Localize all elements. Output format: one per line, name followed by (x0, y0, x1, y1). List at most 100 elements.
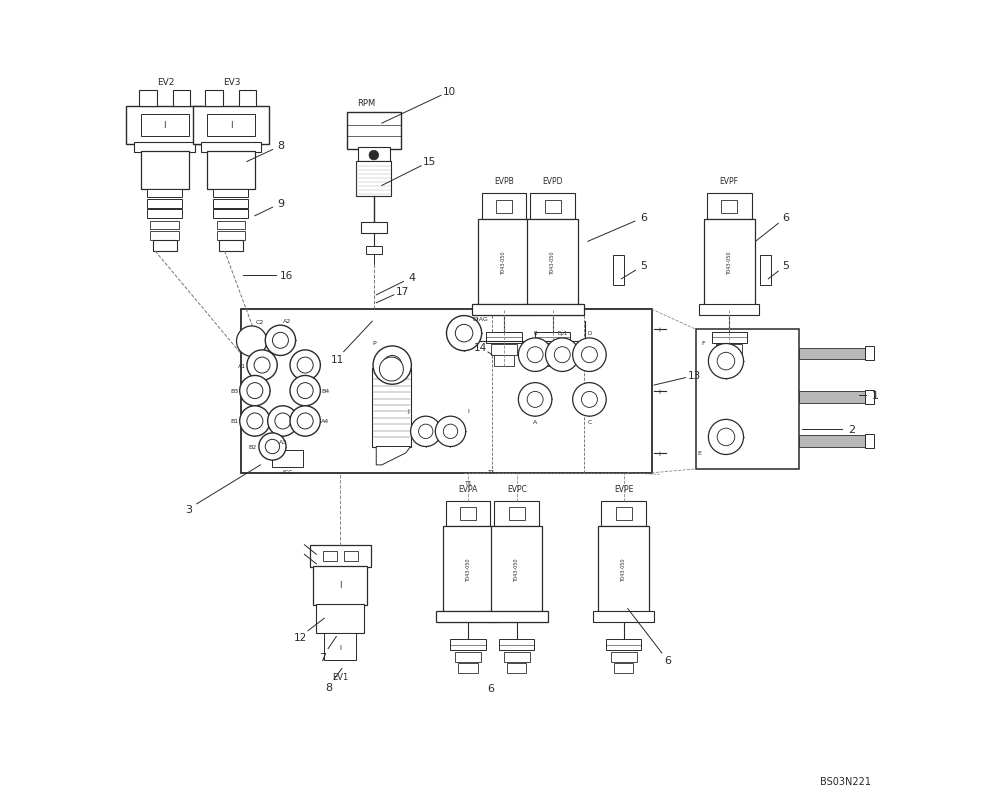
Circle shape (240, 376, 270, 406)
Circle shape (554, 347, 570, 363)
Text: C: C (587, 420, 592, 425)
Bar (150, 222, 179, 230)
Bar (460, 507, 476, 520)
Bar (799, 392, 865, 403)
Circle shape (581, 392, 597, 408)
Bar (126, 107, 203, 145)
Bar (486, 611, 547, 622)
Bar (219, 240, 243, 251)
Bar (173, 91, 190, 107)
Text: B3: B3 (231, 389, 239, 393)
Circle shape (247, 383, 263, 399)
Bar (450, 639, 486, 650)
Bar (601, 501, 646, 527)
Text: T043-050: T043-050 (501, 251, 506, 275)
Polygon shape (376, 447, 411, 465)
Text: T043-050: T043-050 (550, 251, 555, 275)
Text: 16: 16 (279, 271, 293, 280)
Bar (213, 210, 248, 219)
Text: 17: 17 (396, 287, 409, 296)
Bar (361, 223, 387, 234)
Text: 12: 12 (294, 632, 307, 642)
Bar (147, 210, 182, 219)
Text: A2: A2 (283, 319, 291, 324)
Circle shape (573, 383, 606, 417)
Bar (491, 344, 517, 355)
Bar (207, 114, 255, 137)
Circle shape (447, 316, 482, 351)
Bar (491, 527, 542, 613)
Bar (478, 220, 530, 306)
Text: I: I (163, 121, 166, 130)
Bar (721, 201, 737, 214)
Bar (272, 450, 303, 467)
Bar (201, 143, 261, 153)
Bar (193, 107, 269, 145)
Bar (141, 152, 189, 190)
Bar (527, 220, 578, 306)
Bar (494, 501, 539, 527)
Text: T1: T1 (488, 469, 496, 475)
Text: +: + (657, 450, 663, 456)
Circle shape (272, 333, 288, 349)
Bar (496, 201, 512, 214)
Circle shape (265, 440, 280, 454)
Circle shape (419, 425, 433, 439)
Bar (446, 501, 490, 527)
Bar (134, 143, 195, 153)
Bar (147, 200, 182, 209)
Bar (799, 436, 865, 447)
Text: 6: 6 (664, 656, 671, 666)
Circle shape (527, 392, 543, 408)
Text: I: I (230, 121, 232, 130)
Circle shape (379, 357, 403, 381)
Circle shape (297, 357, 313, 373)
Text: 14: 14 (473, 342, 487, 353)
Text: E: E (698, 450, 702, 456)
Text: EV3: EV3 (223, 78, 240, 87)
Bar (217, 231, 245, 240)
Text: EV2: EV2 (157, 78, 174, 87)
Bar (509, 507, 525, 520)
Text: 5: 5 (640, 261, 647, 271)
Text: A4: A4 (321, 419, 329, 424)
Circle shape (518, 339, 552, 372)
Bar (147, 190, 182, 198)
Bar (614, 663, 633, 674)
Bar (366, 247, 382, 255)
Text: P: P (373, 340, 376, 346)
Bar (153, 240, 177, 251)
Bar (504, 652, 530, 662)
Text: T043-050: T043-050 (466, 558, 471, 581)
Text: C2: C2 (255, 320, 264, 325)
Bar (310, 545, 371, 568)
Text: Ep1: Ep1 (557, 330, 567, 336)
Text: B1: B1 (231, 419, 239, 424)
Text: D: D (587, 330, 592, 336)
Text: A: A (533, 420, 537, 425)
Text: EVPD: EVPD (542, 177, 563, 186)
Bar (356, 162, 391, 197)
Bar (213, 200, 248, 209)
Bar (438, 611, 498, 622)
Bar (507, 663, 526, 674)
Bar (344, 552, 358, 561)
Text: 2: 2 (848, 425, 855, 434)
Bar (606, 639, 641, 650)
Bar (455, 652, 481, 662)
Circle shape (247, 350, 277, 381)
Bar (482, 194, 526, 220)
Bar (616, 507, 632, 520)
Text: EVPC: EVPC (507, 484, 527, 493)
Text: EVPB: EVPB (494, 177, 514, 186)
Bar (217, 222, 245, 230)
Circle shape (546, 339, 579, 372)
Text: F: F (702, 340, 705, 346)
Circle shape (297, 414, 313, 430)
Circle shape (708, 344, 744, 379)
Text: 15: 15 (423, 157, 436, 167)
Circle shape (247, 414, 263, 430)
Text: I: I (339, 581, 342, 589)
Bar (443, 527, 494, 613)
Circle shape (373, 346, 411, 385)
